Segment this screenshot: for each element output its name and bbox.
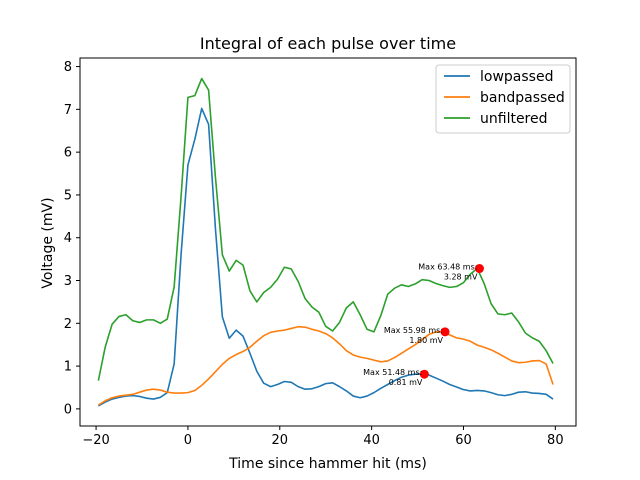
x-tick-label: −20 bbox=[82, 433, 109, 448]
series-line-lowpassed bbox=[97, 107, 554, 407]
x-axis-label: Time since hammer hit (ms) bbox=[228, 456, 427, 472]
y-axis-label: Voltage (mV) bbox=[40, 197, 56, 288]
y-tick-label: 5 bbox=[64, 188, 72, 203]
y-tick-label: 1 bbox=[64, 360, 72, 375]
y-tick-label: 8 bbox=[64, 60, 72, 75]
y-tick-label: 7 bbox=[64, 103, 72, 118]
max-annotation-value-3: 3.28 mV bbox=[444, 273, 478, 282]
max-annotation-time-1: Max 51.48 ms: bbox=[363, 368, 422, 377]
y-tick-label: 0 bbox=[64, 402, 72, 417]
legend-label-unfiltered: unfiltered bbox=[480, 111, 548, 127]
annotation-layer: Max 51.48 ms:0.81 mV Max 55.98 ms:1.80 mV… bbox=[363, 263, 484, 387]
max-marker-3 bbox=[474, 264, 484, 274]
x-tick-label: 40 bbox=[363, 433, 380, 448]
x-tick-label: 0 bbox=[184, 433, 192, 448]
x-tick-label: 60 bbox=[455, 433, 472, 448]
max-annotation-time-2: Max 55.98 ms: bbox=[384, 326, 443, 335]
max-annotation-value-1: 0.81 mV bbox=[389, 378, 423, 387]
max-annotation-value-2: 1.80 mV bbox=[409, 336, 443, 345]
max-marker-2 bbox=[440, 327, 450, 337]
max-marker-1 bbox=[419, 369, 429, 379]
max-annotation-time-3: Max 63.48 ms: bbox=[418, 263, 477, 272]
chart-title: Integral of each pulse over time bbox=[200, 34, 456, 53]
y-tick-label: 4 bbox=[64, 231, 72, 246]
legend-label-lowpassed: lowpassed bbox=[480, 69, 553, 85]
legend-box bbox=[435, 64, 571, 134]
series-line-bandpassed bbox=[97, 325, 554, 406]
x-tick-label: 80 bbox=[547, 433, 564, 448]
y-tick-label: 2 bbox=[64, 317, 72, 332]
y-tick-label: 3 bbox=[64, 274, 72, 289]
legend-label-bandpassed: bandpassed bbox=[480, 90, 565, 106]
x-tick-label: 20 bbox=[272, 433, 289, 448]
axes: −20 0 20 40 60 80 0 1 2 3 4 5 6 7 8 bbox=[64, 57, 577, 448]
plot-frame bbox=[79, 57, 577, 427]
legend: lowpassed bandpassed unfiltered bbox=[435, 64, 571, 134]
y-tick-label: 6 bbox=[64, 146, 72, 161]
